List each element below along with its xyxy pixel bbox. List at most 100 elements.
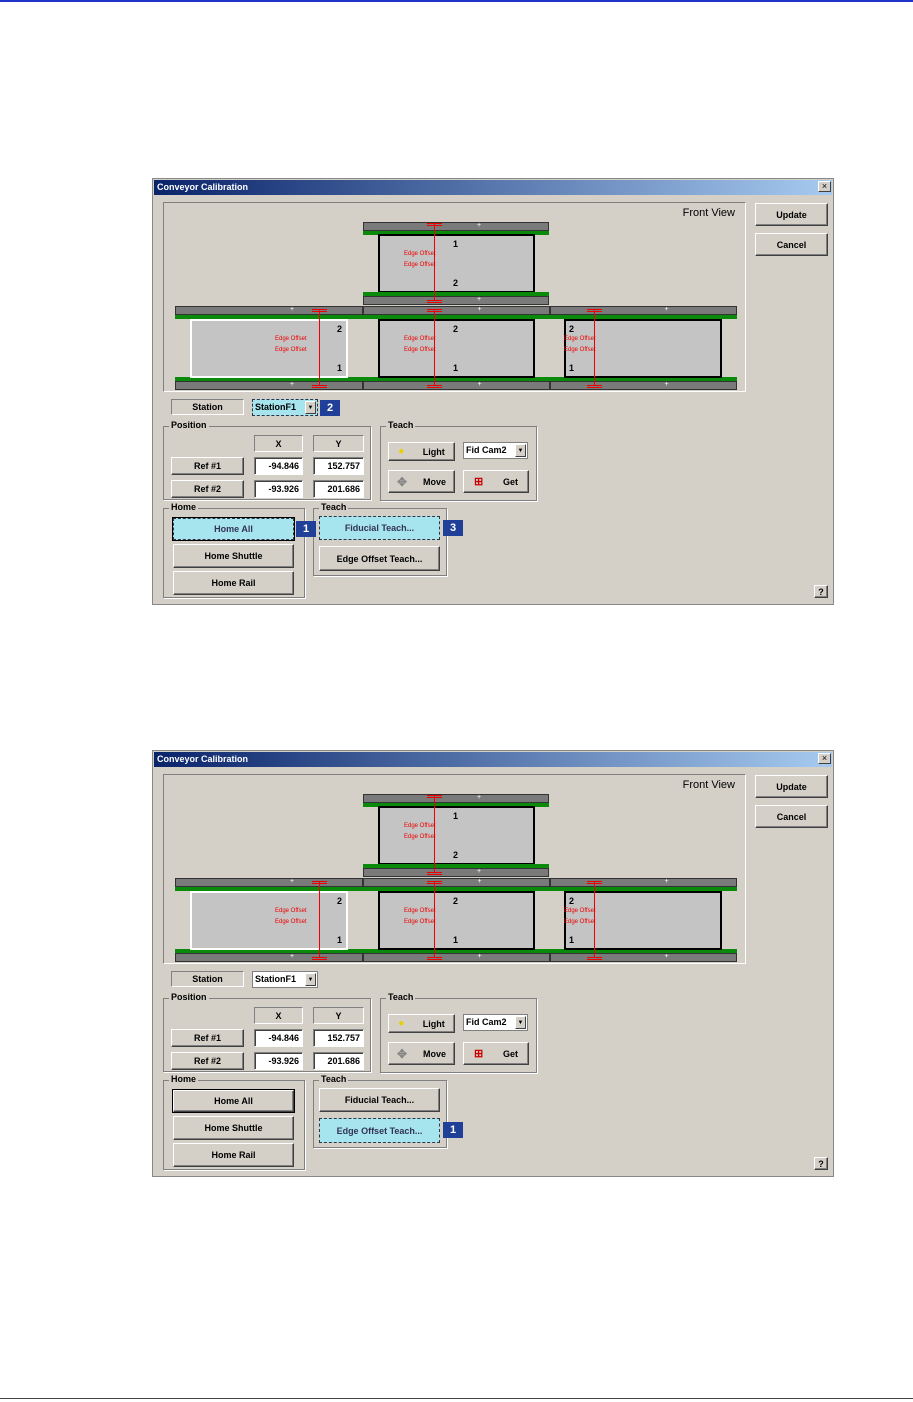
cancel-button[interactable]: Cancel (755, 233, 828, 256)
cancel-button[interactable]: Cancel (755, 805, 828, 828)
fiducial-teach-button[interactable]: Fiducial Teach... (319, 1088, 440, 1112)
ref2-button[interactable]: Ref #2 (171, 1052, 244, 1070)
light-button[interactable]: ● Light (388, 442, 455, 461)
home-shuttle-button[interactable]: Home Shuttle (173, 1116, 294, 1140)
edge-marker (587, 957, 602, 958)
chevron-down-icon[interactable]: ▼ (515, 1016, 526, 1029)
light-button[interactable]: ● Light (388, 1014, 455, 1033)
title-bar (154, 752, 832, 767)
rail-belt (175, 377, 363, 381)
station-select[interactable]: StationF1 ▼ (252, 971, 318, 988)
edge-marker (587, 881, 602, 882)
close-icon[interactable]: × (818, 753, 831, 764)
ref2-y-field[interactable]: 201.686 (313, 1052, 364, 1070)
rail: + (363, 306, 550, 315)
camera-select[interactable]: Fid Cam2 ▼ (463, 1014, 528, 1031)
edge-marker (427, 959, 442, 960)
home-shuttle-button[interactable]: Home Shuttle (173, 544, 294, 568)
home-all-button[interactable]: Home All (172, 1089, 295, 1113)
group-title: Teach (386, 992, 416, 1002)
teach-group: Teach (313, 1074, 447, 1148)
step-badge: 1 (296, 521, 316, 537)
ref1-button[interactable]: Ref #1 (171, 1029, 244, 1047)
get-button[interactable]: ⊞ Get (463, 470, 529, 493)
home-rail-button[interactable]: Home Rail (173, 1143, 294, 1167)
edge-offset-label: Edge Offset (404, 336, 436, 342)
camera-value: Fid Cam2 (466, 445, 507, 455)
home-rail-button[interactable]: Home Rail (173, 571, 294, 595)
rail-belt (363, 887, 550, 891)
conveyor-calibration-dialog: Conveyor Calibration × +1 2 + + + + + + +2 1 2 1 2 1 E… (152, 750, 834, 1177)
edge-offset-teach-button[interactable]: Edge Offset Teach... (319, 1118, 440, 1143)
chevron-down-icon[interactable]: ▼ (305, 973, 316, 986)
rail-belt (175, 887, 363, 891)
ref1-y-field[interactable]: 152.757 (313, 1029, 364, 1047)
edge-offset-line (594, 882, 595, 958)
page-bottom-rule (0, 1398, 913, 1399)
edge-marker (587, 959, 602, 960)
home-all-button[interactable]: Home All (172, 517, 295, 541)
chevron-down-icon[interactable]: ▼ (515, 444, 526, 457)
move-button[interactable]: ✥ Move (388, 1042, 455, 1065)
edge-offset-line (434, 882, 435, 958)
rail: + (550, 381, 737, 390)
edge-marker (427, 223, 442, 224)
title-bar (154, 180, 832, 195)
step-badge: 1 (443, 1122, 463, 1138)
ref1-button[interactable]: Ref #1 (171, 457, 244, 475)
update-button[interactable]: Update (755, 203, 828, 226)
fiducial-teach-button[interactable]: Fiducial Teach... (319, 516, 440, 540)
edge-marker (312, 957, 327, 958)
move-button[interactable]: ✥ Move (388, 470, 455, 493)
help-icon[interactable]: ? (814, 1157, 828, 1170)
front-view-panel: +1 2 + + + + + + +2 1 2 1 2 1 Edge Offset Edge Offset Ed… (163, 774, 746, 964)
chevron-down-icon[interactable]: ▼ (305, 401, 316, 414)
ref1-x-field[interactable]: -94.846 (254, 1029, 303, 1047)
edge-marker (427, 311, 442, 312)
rail: + (175, 306, 363, 315)
rail: + (363, 222, 549, 231)
view-label: Front View (682, 779, 735, 791)
station-select[interactable]: StationF1 ▼ (252, 399, 318, 416)
light-bulb-icon: ● (398, 1018, 405, 1029)
edge-marker (312, 883, 327, 884)
edge-marker (587, 309, 602, 310)
close-icon[interactable]: × (818, 181, 831, 192)
update-button[interactable]: Update (755, 775, 828, 798)
edge-offset-line (434, 310, 435, 386)
edge-offset-teach-button[interactable]: Edge Offset Teach... (319, 546, 440, 571)
edge-marker (427, 881, 442, 882)
rail: + (363, 296, 549, 305)
edge-marker (587, 883, 602, 884)
ref2-x-field[interactable]: -93.926 (254, 480, 303, 498)
edge-offset-label: Edge Offset (275, 908, 307, 914)
ref1-x-field[interactable]: -94.846 (254, 457, 303, 475)
help-icon[interactable]: ? (814, 585, 828, 598)
get-button[interactable]: ⊞ Get (463, 1042, 529, 1065)
ref2-x-field[interactable]: -93.926 (254, 1052, 303, 1070)
axis-target-icon: ⊞ (473, 1048, 484, 1060)
move-arrows-icon: ✥ (396, 474, 408, 489)
teach-group: Teach (313, 502, 447, 576)
ref2-button[interactable]: Ref #2 (171, 480, 244, 498)
edge-offset-line (434, 224, 435, 301)
ref2-y-field[interactable]: 201.686 (313, 480, 364, 498)
edge-marker (312, 309, 327, 310)
station-value: StationF1 (255, 402, 297, 412)
ref1-y-field[interactable]: 152.757 (313, 457, 364, 475)
camera-value: Fid Cam2 (466, 1017, 507, 1027)
rail: + (363, 381, 550, 390)
rail: + (175, 381, 363, 390)
camera-select[interactable]: Fid Cam2 ▼ (463, 442, 528, 459)
edge-offset-label: Edge Offset (404, 251, 436, 257)
edge-marker (427, 872, 442, 873)
rail-belt (363, 803, 549, 807)
